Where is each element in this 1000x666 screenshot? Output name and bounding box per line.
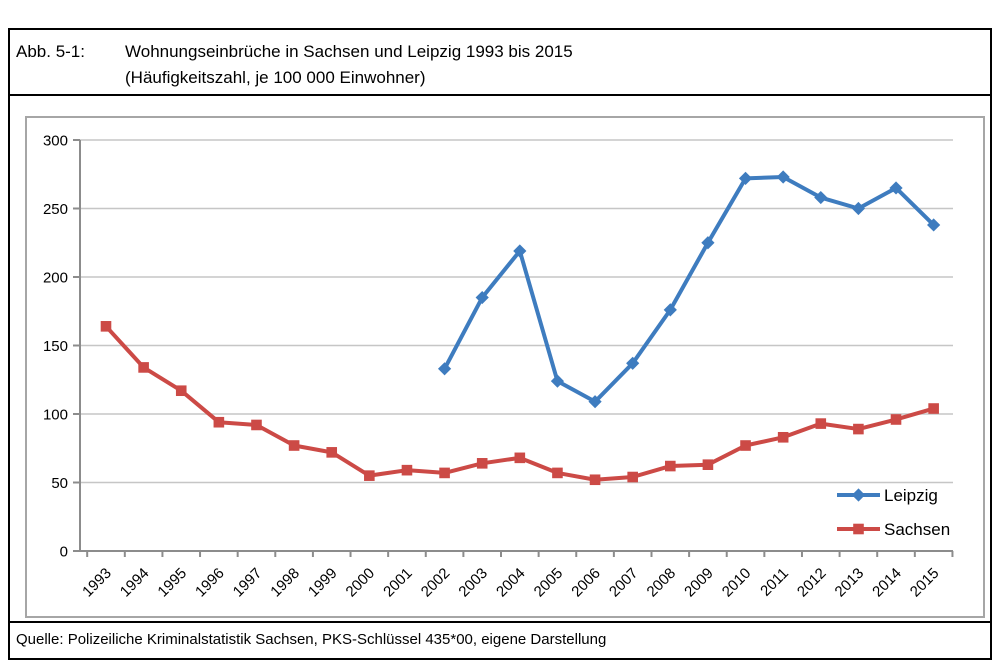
data-point-sachsen	[627, 471, 638, 483]
y-tick-label: 50	[51, 475, 68, 492]
series-line-leipzig	[442, 174, 936, 404]
data-point-sachsen	[100, 321, 112, 332]
legend-label-sachsen: Sachsen	[884, 520, 950, 539]
x-tick-label: 2014	[869, 565, 905, 601]
data-point-leipzig	[626, 356, 640, 370]
data-point-sachsen	[702, 459, 714, 470]
data-point-sachsen	[665, 460, 676, 472]
x-tick-label: 1999	[305, 565, 341, 601]
x-tick-label: 2015	[907, 565, 943, 601]
x-tick-label: 1997	[230, 565, 266, 601]
data-point-leipzig	[889, 181, 903, 195]
data-point-sachsen	[514, 452, 526, 464]
data-point-leipzig	[776, 170, 790, 184]
chart-frame: 0 50 100 150 200 250 300 1993 1994 1995 1996 1997 19…	[25, 116, 985, 618]
data-point-sachsen	[326, 447, 338, 458]
data-point-sachsen	[777, 431, 789, 443]
x-tick-label: 2000	[343, 565, 379, 601]
x-tick-label: 2013	[832, 565, 868, 601]
legend-marker-sachsen	[853, 523, 864, 535]
y-tick-label: 0	[60, 544, 68, 561]
y-tick-label: 250	[43, 201, 68, 218]
data-point-leipzig	[550, 374, 565, 388]
data-point-sachsen	[401, 464, 413, 476]
figure-title-line1: Wohnungseinbrüche in Sachsen und Leipzig…	[125, 42, 573, 61]
figure-title-line2: (Häufigkeitszahl, je 100 000 Einwohner)	[125, 68, 426, 87]
x-tick-label: 1995	[154, 565, 190, 601]
x-tick-label: 1993	[79, 565, 115, 601]
data-point-sachsen	[476, 458, 488, 469]
data-point-leipzig	[701, 236, 715, 250]
data-point-sachsen	[853, 423, 864, 435]
data-point-sachsen	[815, 418, 827, 429]
data-point-sachsen	[251, 419, 262, 431]
data-point-sachsen	[364, 470, 375, 481]
data-point-sachsen	[288, 440, 300, 451]
data-point-sachsen	[890, 414, 902, 425]
y-tick-label: 100	[43, 407, 68, 424]
data-point-leipzig	[927, 218, 941, 232]
x-tick-label: 2002	[418, 565, 454, 601]
y-tick-label: 300	[43, 133, 68, 150]
data-point-leipzig	[738, 171, 753, 185]
x-tick-label: 1996	[192, 565, 228, 601]
figure-source: Quelle: Polizeiliche Kriminalstatistik S…	[16, 631, 607, 648]
x-tick-label: 2007	[606, 565, 642, 601]
legend-label-leipzig: Leipzig	[884, 486, 938, 505]
data-point-sachsen	[928, 403, 939, 414]
x-tick-label: 2004	[493, 565, 529, 601]
data-point-leipzig	[588, 395, 602, 409]
x-tick-label: 2003	[455, 565, 491, 601]
x-tick-label: 2012	[794, 565, 830, 601]
data-point-leipzig	[475, 290, 489, 305]
figure-title-lines: Wohnungseinbrüche in Sachsen und Leipzig…	[125, 39, 980, 91]
x-tick-label: 2006	[568, 565, 604, 601]
data-point-leipzig	[663, 303, 677, 317]
y-tick-label: 200	[43, 270, 68, 287]
x-tick-label: 2010	[719, 565, 755, 601]
x-tick-label: 2001	[380, 565, 416, 601]
x-tick-label: 2009	[681, 565, 717, 601]
data-point-leipzig	[814, 190, 828, 205]
data-point-sachsen	[213, 416, 225, 428]
data-point-sachsen	[175, 385, 187, 397]
data-point-sachsen	[589, 474, 601, 486]
figure-label: Abb. 5-1:	[16, 42, 85, 61]
legend-marker-leipzig	[851, 488, 866, 502]
figure-title-block: Abb. 5-1: Wohnungseinbrüche in Sachsen u…	[10, 30, 990, 96]
data-point-sachsen	[138, 362, 149, 373]
chart-area: 0 50 100 150 200 250 300 1993 1994 1995 1996 1997 19…	[10, 96, 990, 623]
x-tick-label: 1994	[117, 565, 153, 601]
data-point-sachsen	[740, 440, 751, 451]
x-tick-label: 2008	[644, 565, 680, 601]
x-tick-label: 2011	[757, 565, 792, 600]
figure-box: Abb. 5-1: Wohnungseinbrüche in Sachsen u…	[8, 28, 992, 660]
x-tick-label: 1998	[267, 565, 303, 601]
data-point-sachsen	[552, 467, 563, 479]
y-tick-label: 150	[43, 338, 68, 355]
data-point-sachsen	[439, 467, 450, 479]
x-tick-label: 2005	[531, 565, 567, 601]
data-point-leipzig	[513, 244, 527, 258]
data-point-leipzig	[851, 201, 865, 216]
